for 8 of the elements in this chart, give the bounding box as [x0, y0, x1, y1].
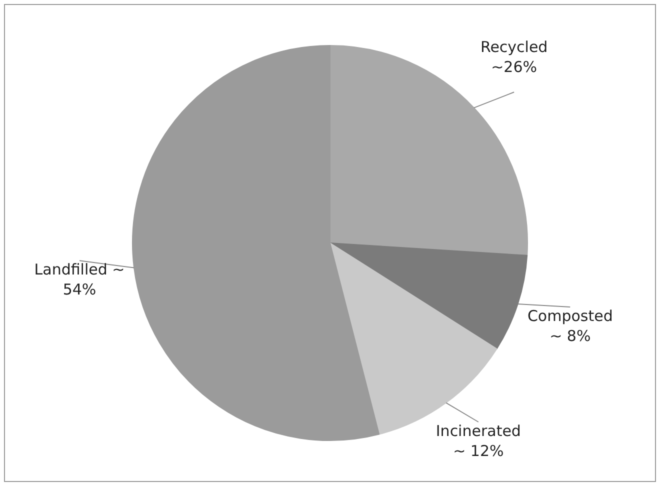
- data-label: ~26%: [491, 58, 538, 76]
- data-label: 54%: [62, 280, 96, 299]
- slice-label: Incinerated: [436, 422, 521, 440]
- data-label: ~ 8%: [550, 327, 591, 346]
- slice-label: Landfilled ~: [34, 260, 125, 279]
- data-label: ~ 12%: [453, 442, 504, 460]
- slice-label: Composted: [527, 307, 613, 326]
- slice-label: Recycled: [480, 38, 548, 56]
